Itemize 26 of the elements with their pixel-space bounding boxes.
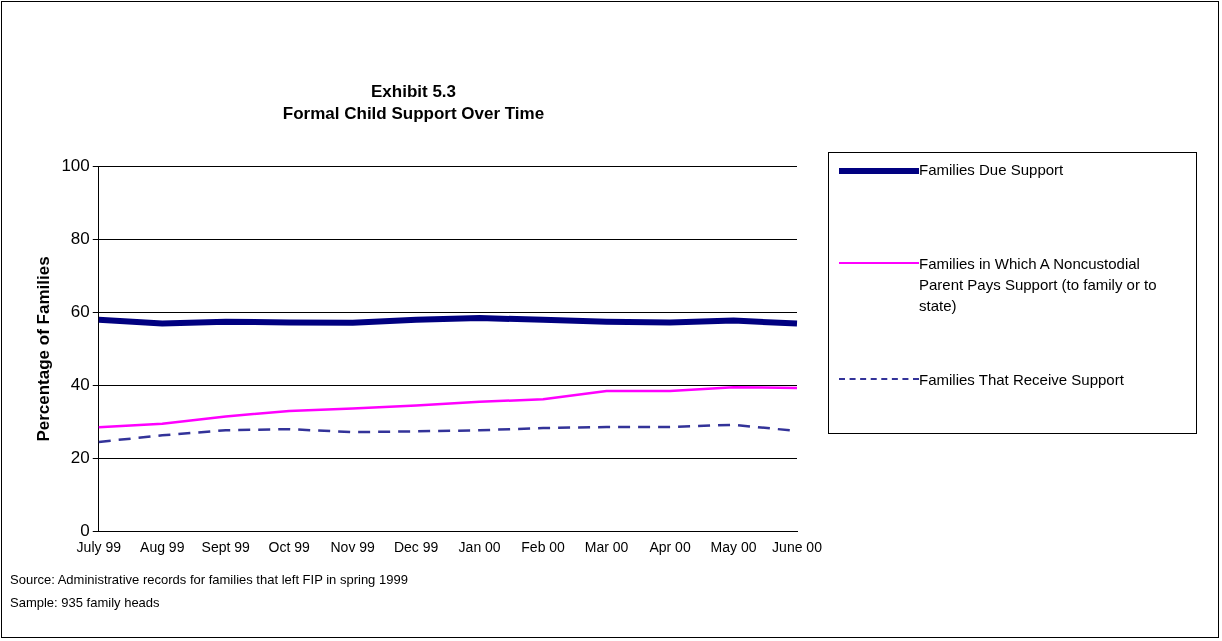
text: Families Due Support [919, 160, 1065, 180]
y-axis-title: Percentage of Families [33, 256, 53, 442]
y-tick-label: 0 [80, 520, 90, 540]
x-tick-label: July 99 [76, 539, 122, 556]
x-tick-label: Oct 99 [268, 539, 311, 556]
y-tick-label: 20 [70, 448, 90, 468]
chart-title: Exhibit 5.3 [370, 81, 457, 101]
x-tick-label: Feb 00 [521, 539, 566, 556]
x-tick-label: Sept 99 [201, 539, 251, 556]
source-note: Source: Administrative records for families that left FIP in spring 1999 [10, 571, 408, 589]
x-tick-label: Dec 99 [393, 539, 439, 556]
x-tick-label: Mar 00 [584, 539, 629, 556]
x-tick-label: May 00 [710, 539, 757, 556]
y-tick-label: 80 [70, 229, 90, 249]
text: Families That Receive Support [919, 370, 1125, 390]
x-tick-label: Apr 00 [649, 539, 691, 556]
y-tick-label: 60 [70, 302, 90, 322]
x-tick-label: June 00 [772, 539, 823, 556]
x-tick-label: Nov 99 [330, 539, 376, 556]
x-tick-label: Aug 99 [140, 539, 185, 556]
y-tick-label: 40 [70, 375, 90, 395]
y-tick-label: 100 [61, 156, 90, 176]
x-tick-label: Jan 00 [458, 539, 501, 556]
text: Sample: 935 family heads [10, 594, 161, 612]
chart-subtitle: Formal Child Support Over Time [282, 104, 545, 124]
text: Families in Which A Noncustodial Parent Pays Support (to family or to state) [919, 254, 1158, 316]
